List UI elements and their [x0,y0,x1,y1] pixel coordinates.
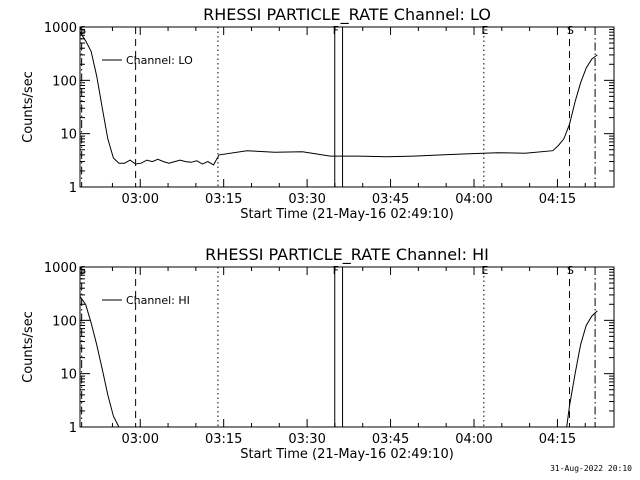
y-tick-label: 1 [69,181,77,196]
y-tick-label: 10 [60,368,77,383]
y-axis-label: Counts/sec [21,71,36,143]
y-tick-label: 10 [60,128,77,143]
x-tick-label: 04:15 [539,192,576,207]
x-tick-label: 03:00 [122,432,159,447]
event-marker-label: E [481,264,488,277]
event-marker-label: F [333,24,339,37]
x-tick-label: 03:00 [122,192,159,207]
x-tick-label: 03:45 [372,192,409,207]
x-tick-label: 04:15 [539,432,576,447]
chart-panel-2: RHESSI PARTICLE_RATE Channel: HI S F E S 1 10 1… [21,245,615,462]
x-axis-label: Start Time (21-May-16 02:49:10) [240,207,454,222]
x-tick-label: 03:45 [372,432,409,447]
plot-date-stamp: 31-Aug-2022 20:10 [550,464,632,473]
data-series-line [79,296,598,428]
y-tick-label: 100 [52,314,77,329]
x-tick-label: 03:15 [205,192,242,207]
event-marker-label: S [79,24,86,37]
legend-label: Channel: LO [126,54,193,67]
data-series-line [79,31,598,166]
legend-label: Channel: HI [126,294,190,307]
x-axis-label: Start Time (21-May-16 02:49:10) [240,447,454,462]
x-tick-label: 03:15 [205,432,242,447]
chart-title: RHESSI PARTICLE_RATE Channel: LO [203,5,491,25]
chart-panel-1: RHESSI PARTICLE_RATE Channel: LO S F E S 1 10 1… [21,5,615,222]
x-tick-label: 04:00 [455,432,492,447]
x-tick-label: 03:30 [288,432,325,447]
y-axis-label: Counts/sec [21,311,36,383]
chart-title: RHESSI PARTICLE_RATE Channel: HI [205,245,489,265]
y-tick-label: 1 [69,421,77,436]
y-tick-label: 1000 [44,261,77,276]
event-marker-label: S [567,24,574,37]
plot-frame [79,266,615,428]
y-tick-label: 100 [52,74,77,89]
event-marker-label: F [333,264,339,277]
y-tick-label: 1000 [44,21,77,36]
plot-frame [79,26,615,188]
event-marker-label: E [481,24,488,37]
event-marker-label: S [79,264,86,277]
event-marker-label: S [567,264,574,277]
x-tick-label: 03:30 [288,192,325,207]
x-tick-label: 04:00 [455,192,492,207]
